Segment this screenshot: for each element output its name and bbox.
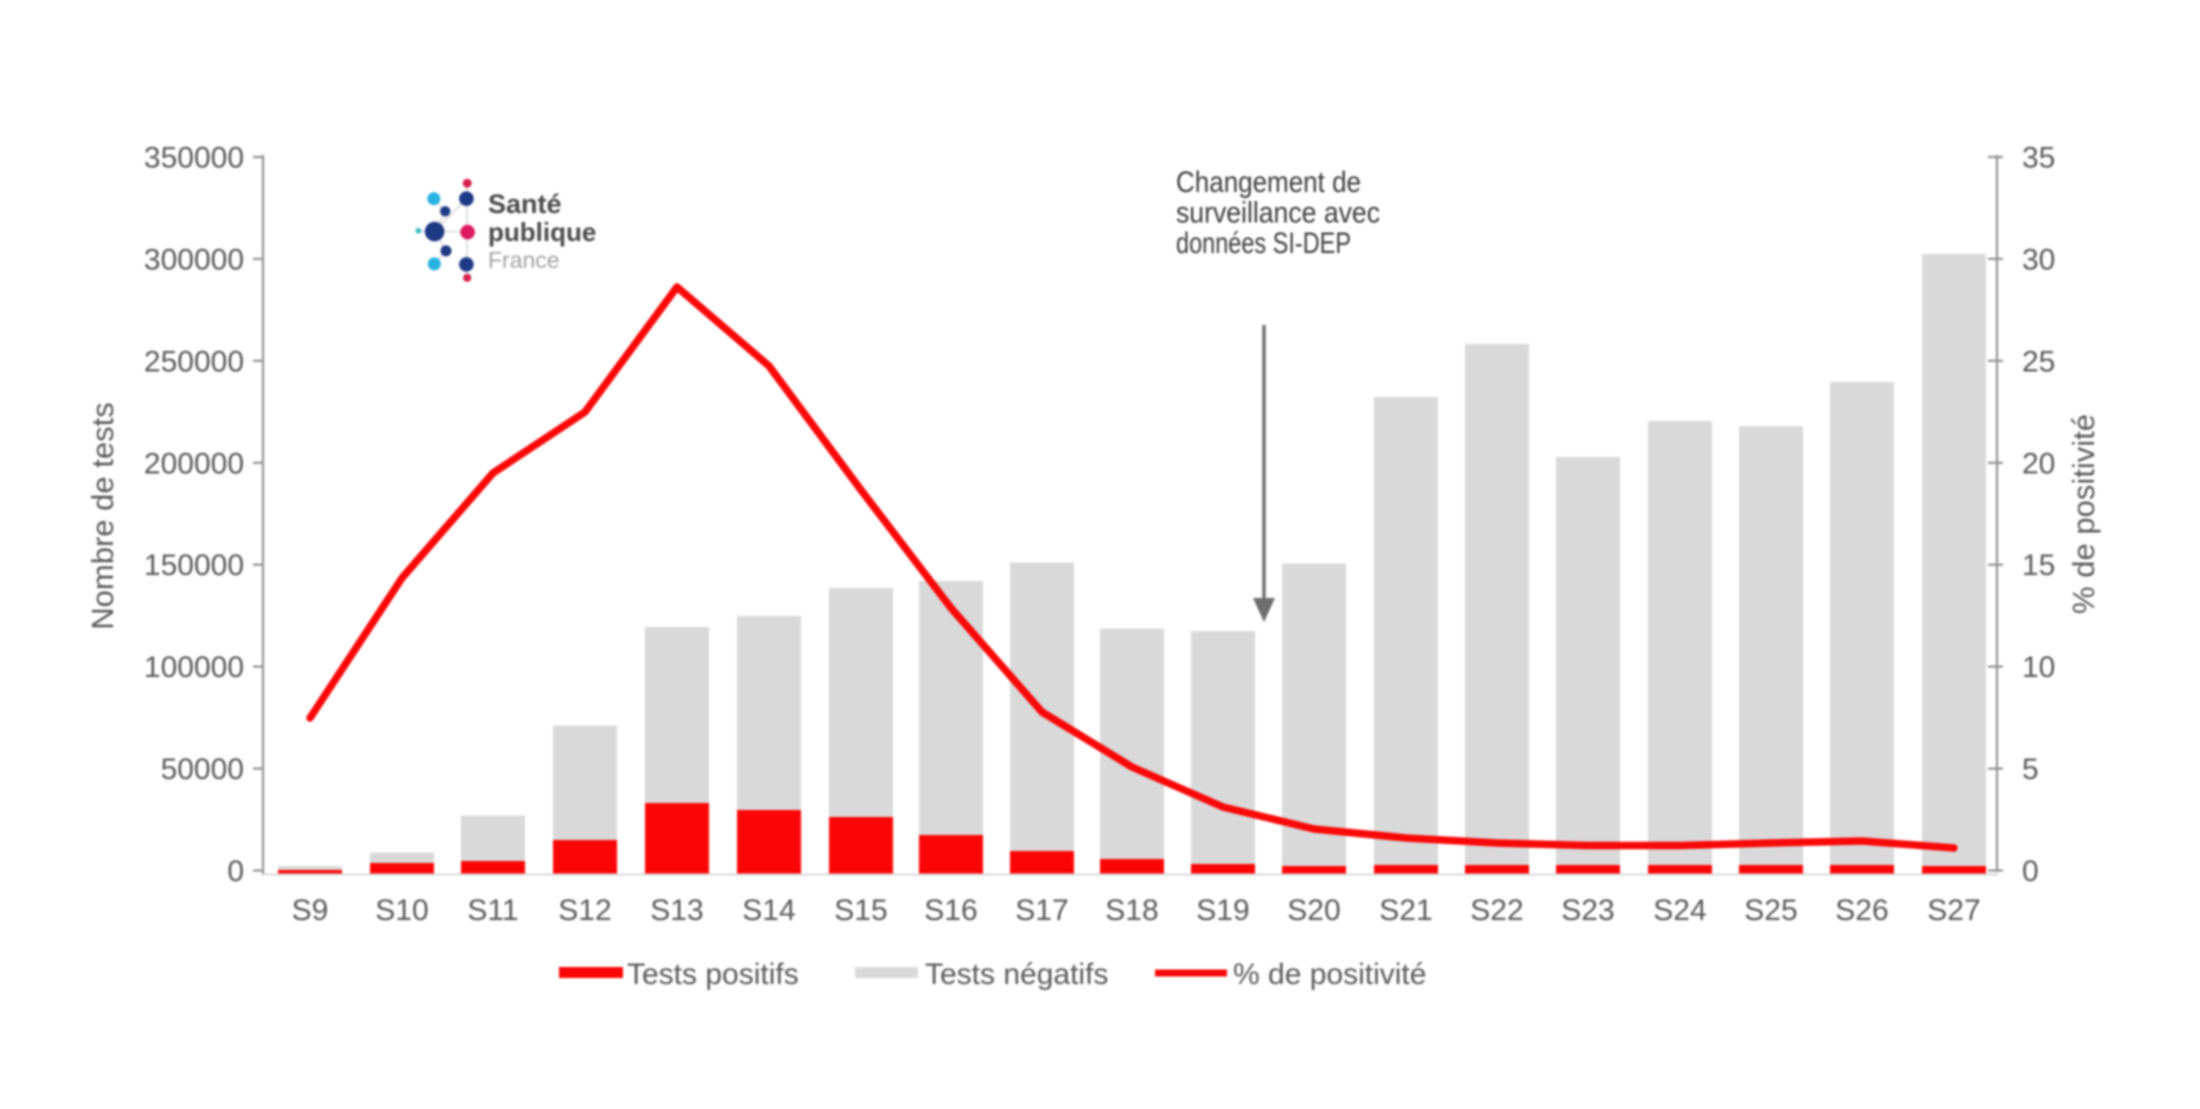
svg-text:25: 25 [2022,345,2055,378]
svg-text:S14: S14 [742,894,795,927]
svg-text:S23: S23 [1561,894,1614,927]
svg-text:150000: 150000 [144,549,244,582]
svg-text:S9: S9 [292,894,329,927]
svg-text:S10: S10 [375,894,428,927]
svg-text:0: 0 [227,855,244,888]
svg-text:15: 15 [2022,549,2055,582]
svg-text:10: 10 [2022,651,2055,684]
svg-text:Changement de: Changement de [1176,166,1361,199]
svg-text:Tests négatifs: Tests négatifs [925,958,1108,991]
svg-text:S21: S21 [1379,894,1432,927]
svg-text:S12: S12 [558,894,611,927]
svg-text:S27: S27 [1927,894,1980,927]
svg-text:publique: publique [488,217,596,247]
svg-text:5: 5 [2022,753,2039,786]
svg-text:données SI-DEP: données SI-DEP [1176,227,1351,260]
svg-text:20: 20 [2022,447,2055,480]
svg-text:Santé: Santé [488,189,562,219]
svg-text:200000: 200000 [144,447,244,480]
svg-text:S20: S20 [1287,894,1340,927]
svg-text:S25: S25 [1744,894,1797,927]
svg-text:S16: S16 [924,894,977,927]
svg-text:30: 30 [2022,243,2055,276]
svg-text:250000: 250000 [144,345,244,378]
svg-text:S15: S15 [834,894,887,927]
svg-text:S11: S11 [467,894,518,927]
svg-text:% de positivité: % de positivité [1233,958,1426,991]
svg-text:300000: 300000 [144,243,244,276]
svg-text:France: France [488,247,560,273]
svg-text:S24: S24 [1653,894,1706,927]
svg-text:S22: S22 [1470,894,1523,927]
svg-text:35: 35 [2022,142,2055,175]
svg-text:S18: S18 [1105,894,1158,927]
svg-text:Nombre de tests: Nombre de tests [85,402,120,629]
svg-text:50000: 50000 [161,753,244,786]
svg-text:100000: 100000 [144,651,244,684]
svg-text:surveillance avec: surveillance avec [1176,197,1380,230]
svg-text:Tests positifs: Tests positifs [627,958,799,991]
svg-text:% de positivité: % de positivité [2066,414,2101,614]
svg-text:S13: S13 [650,894,703,927]
svg-text:350000: 350000 [144,142,244,175]
svg-text:0: 0 [2022,855,2039,888]
svg-text:S19: S19 [1196,894,1249,927]
svg-text:S17: S17 [1015,894,1068,927]
svg-text:S26: S26 [1835,894,1888,927]
